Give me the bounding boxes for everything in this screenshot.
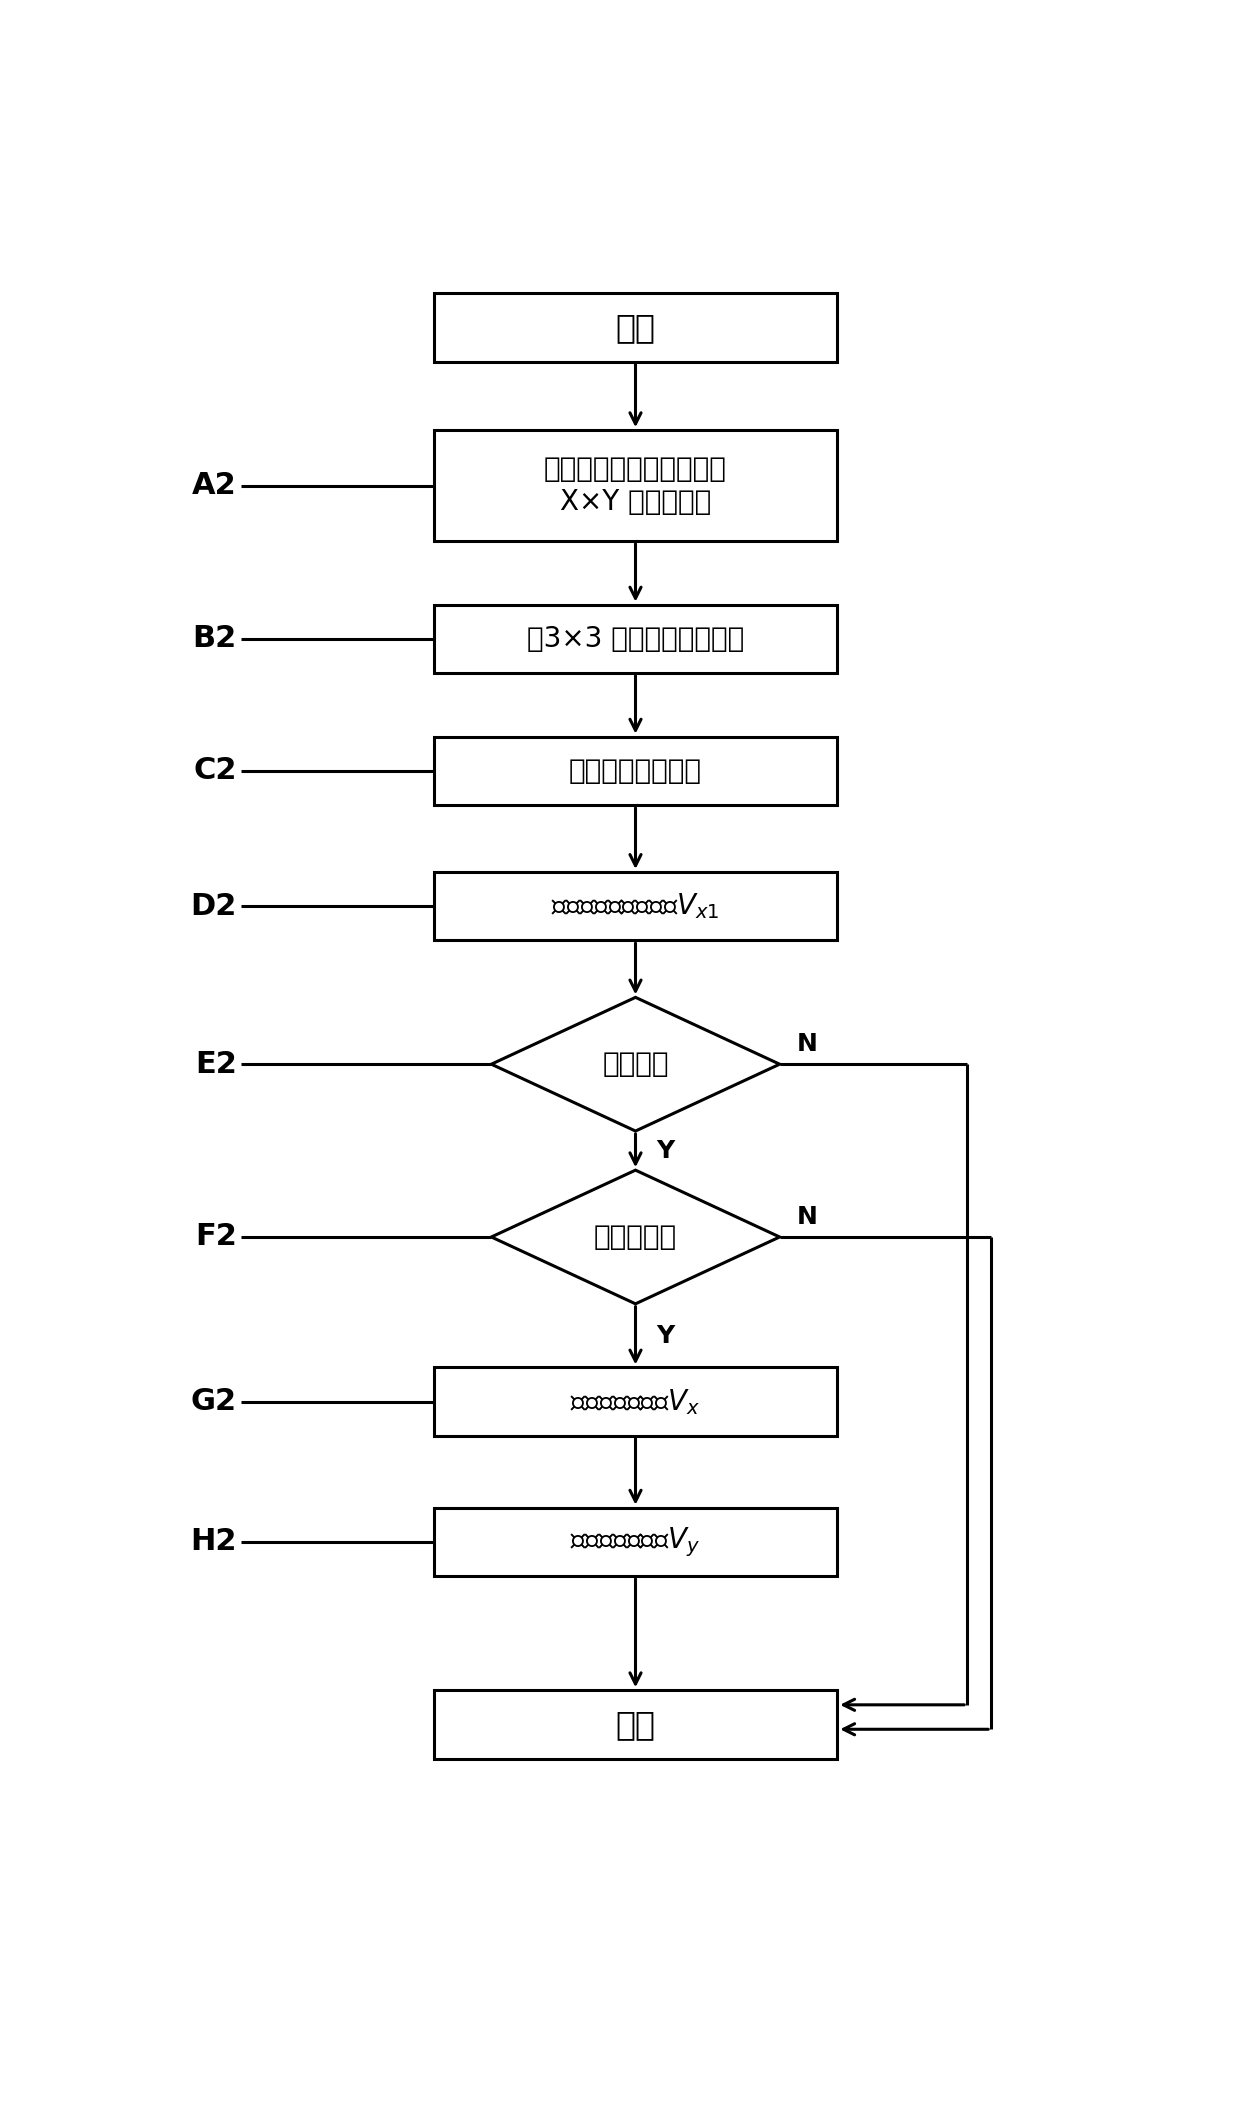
- Bar: [434, 1689, 837, 1759]
- Text: 开始: 开始: [615, 311, 656, 343]
- Text: 亮度筛选: 亮度筛选: [603, 1050, 668, 1078]
- Text: 计算荧光强度值$V_{y}$: 计算荧光强度值$V_{y}$: [570, 1524, 701, 1558]
- Bar: [434, 292, 837, 362]
- Text: 均匀性筛选: 均匀性筛选: [594, 1224, 677, 1251]
- Text: B2: B2: [192, 625, 237, 654]
- Text: 计算荧光亮度值$V_{x}$: 计算荧光亮度值$V_{x}$: [570, 1387, 701, 1416]
- Text: C2: C2: [193, 756, 237, 785]
- Text: Y: Y: [657, 1139, 675, 1162]
- Bar: [434, 605, 837, 673]
- Bar: [434, 1507, 837, 1575]
- Text: D2: D2: [190, 891, 237, 921]
- Text: N: N: [797, 1033, 818, 1056]
- Text: 当前图像荧光亮度值$V_{x1}$: 当前图像荧光亮度值$V_{x1}$: [552, 891, 719, 921]
- Bar: [434, 1368, 837, 1435]
- Text: H2: H2: [190, 1526, 237, 1556]
- Text: 结束: 结束: [615, 1708, 656, 1740]
- Text: 以3×3 邻域进行中值滤波: 以3×3 邻域进行中值滤波: [527, 625, 744, 652]
- Polygon shape: [491, 997, 780, 1130]
- Bar: [434, 872, 837, 940]
- Text: 裁剪图像，留下检测窗口
X×Y 像素的图像: 裁剪图像，留下检测窗口 X×Y 像素的图像: [544, 455, 727, 517]
- Bar: [434, 430, 837, 542]
- Text: Y: Y: [657, 1323, 675, 1349]
- Bar: [434, 737, 837, 804]
- Text: E2: E2: [195, 1050, 237, 1080]
- Text: F2: F2: [195, 1222, 237, 1251]
- Text: G2: G2: [191, 1387, 237, 1416]
- Polygon shape: [491, 1171, 780, 1304]
- Text: A2: A2: [192, 470, 237, 500]
- Text: 提取工件缺陷图像: 提取工件缺陷图像: [569, 756, 702, 785]
- Text: N: N: [797, 1205, 818, 1228]
